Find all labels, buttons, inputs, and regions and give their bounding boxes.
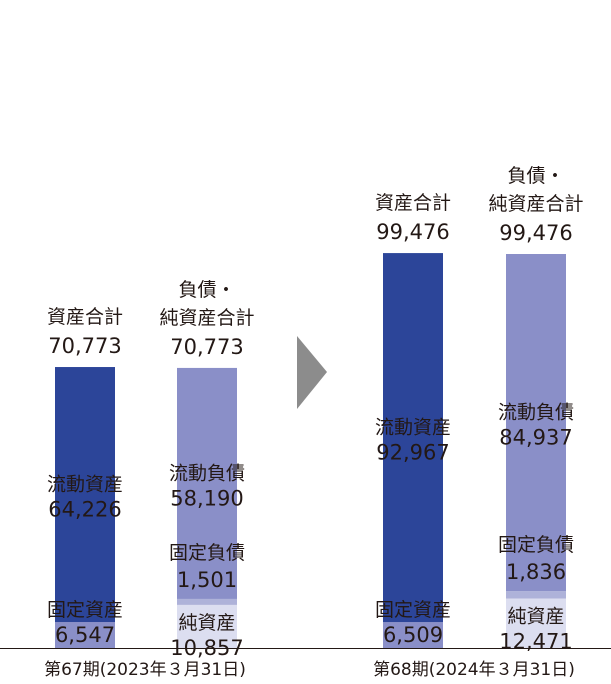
segment-value: 64,226 [48, 498, 121, 522]
total-value: 70,773 [170, 335, 243, 359]
segment-value: 12,471 [499, 629, 572, 653]
bar-segment [506, 598, 566, 648]
period-label: 第67期(2023年３月31日) [44, 660, 246, 680]
segment-value: 10,857 [170, 636, 243, 660]
segment-label: 純資産 [178, 612, 235, 634]
total-label: 資産合計 [375, 192, 451, 214]
total-label: 純資産合計 [488, 193, 583, 215]
segment-label: 純資産 [507, 605, 564, 627]
bar-segment [177, 598, 237, 605]
bar-segment [55, 367, 115, 623]
bar-segment [506, 591, 566, 599]
total-label: 負債・ [178, 279, 235, 301]
arrow-right-icon [297, 336, 327, 409]
segment-value: 6,509 [383, 623, 443, 647]
total-value: 99,476 [376, 220, 449, 244]
segment-value: 1,836 [506, 560, 566, 584]
segment-label: 固定負債 [169, 542, 245, 564]
total-label: 資産合計 [47, 306, 123, 328]
segment-label: 固定資産 [47, 599, 123, 621]
segment-label: 流動資産 [47, 474, 123, 496]
bar-segment [506, 254, 566, 592]
bar-segment [177, 604, 237, 648]
total-value: 99,476 [499, 221, 572, 245]
segment-label: 流動負債 [169, 462, 245, 484]
labels-layer: 資産合計70,773流動資産64,226固定資産6,547負債・純資産合計70,… [44, 165, 583, 680]
segment-label: 流動資産 [375, 417, 451, 439]
segment-value: 6,547 [55, 623, 115, 647]
segment-label: 固定負債 [498, 534, 574, 556]
segment-value: 84,937 [499, 426, 572, 450]
segment-value: 92,967 [376, 441, 449, 465]
bar-segment [383, 253, 443, 623]
bars-layer [0, 253, 611, 649]
segment-label: 固定資産 [375, 599, 451, 621]
bar-segment [177, 367, 237, 599]
bar-segment [383, 622, 443, 648]
bar-segment [55, 622, 115, 648]
total-label: 純資産合計 [159, 307, 254, 329]
segment-value: 1,501 [177, 568, 237, 592]
segment-label: 流動負債 [498, 402, 574, 424]
segment-value: 58,190 [170, 486, 243, 510]
total-label: 負債・ [507, 165, 564, 187]
period-label: 第68期(2024年３月31日) [373, 660, 575, 680]
total-value: 70,773 [48, 334, 121, 358]
